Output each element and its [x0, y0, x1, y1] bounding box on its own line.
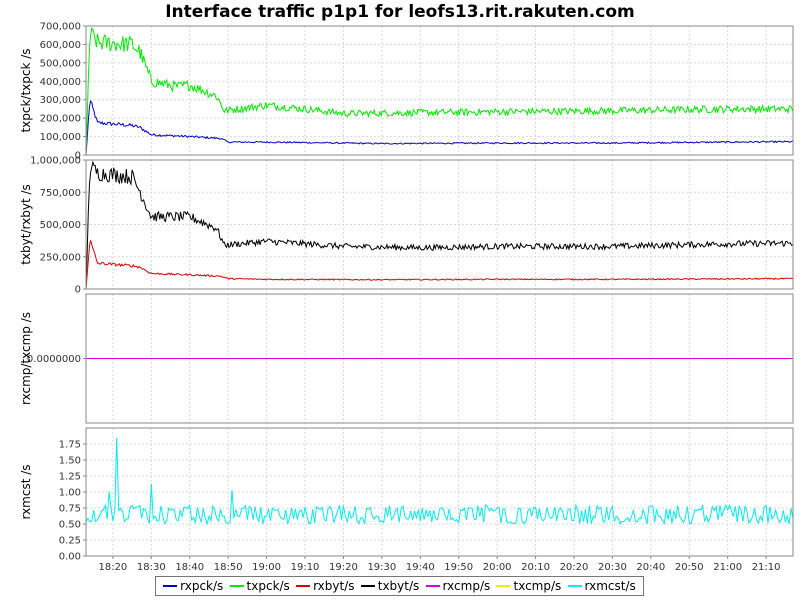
- panel-2-y-tick-label: 1,000,000: [30, 156, 81, 167]
- series-line-rxbyt: [85, 240, 793, 290]
- series-line-txbyt: [85, 160, 793, 290]
- panel-3-y-axis-label: rxcmp/txcmp /s: [19, 312, 33, 405]
- x-tick-label: 20:10: [521, 562, 550, 573]
- legend-swatch-rxpck: [163, 585, 178, 587]
- series-line-txpck: [85, 27, 794, 156]
- legend-label-rxcmp: rxcmp/s: [442, 579, 491, 593]
- panel-4-y-tick-label: 1.50: [59, 456, 81, 467]
- panel-3-frame: [85, 293, 794, 424]
- panel-4-frame: [85, 427, 794, 557]
- panel-2-y-tick-label: 500,000: [40, 220, 81, 231]
- panel-1-y-tick-label: 100,000: [40, 132, 81, 143]
- x-tick-label: 20:00: [483, 562, 512, 573]
- panel-1-frame: [85, 25, 794, 156]
- x-tick-label: 20:30: [598, 562, 627, 573]
- legend-item-txcmp: txcmp/s: [496, 579, 561, 593]
- x-tick-label: 19:10: [291, 562, 320, 573]
- legend-swatch-txcmp: [496, 585, 511, 587]
- panel-2-y-tick-label: 0: [75, 285, 81, 296]
- x-tick-label: 19:20: [329, 562, 358, 573]
- legend-label-txbyt: txbyt/s: [377, 579, 420, 593]
- panel-2-y-tick-label: 750,000: [40, 188, 81, 199]
- panel-4-y-tick-label: 0.00: [59, 552, 81, 563]
- panel-4-y-tick-label: 1.75: [59, 440, 81, 451]
- x-tick-label: 21:00: [713, 562, 742, 573]
- panel-4-y-tick-label: 1.25: [59, 472, 81, 483]
- legend-item-rxpck: rxpck/s: [163, 579, 223, 593]
- series-line-rxmcst: [85, 437, 794, 526]
- panel-2-y-tick-label: 250,000: [40, 252, 81, 263]
- panel-2-frame: [85, 159, 794, 290]
- legend-item-txbyt: txbyt/s: [360, 579, 420, 593]
- x-tick-label: 21:10: [752, 562, 781, 573]
- panel-4-y-tick-label: 0.25: [59, 536, 81, 547]
- panel-4-y-tick-label: 1.00: [59, 488, 81, 499]
- chart-canvas: 0 100,000 200,000 300,000 400,000 500,000 600,…: [19, 22, 794, 573]
- x-tick-label: 19:00: [252, 562, 281, 573]
- legend-swatch-txbyt: [360, 585, 375, 587]
- x-tick-label: 19:30: [367, 562, 396, 573]
- legend-item-rxmcst: rxmcst/s: [567, 579, 636, 593]
- legend-swatch-rxcmp: [425, 585, 440, 587]
- legend-label-rxpck: rxpck/s: [180, 579, 224, 593]
- legend-label-txcmp: txcmp/s: [513, 579, 562, 593]
- legend-swatch-txpck: [229, 585, 244, 587]
- x-tick-label: 18:20: [98, 562, 127, 573]
- panel-1-y-axis-label: txpck/txpck /s: [19, 48, 33, 132]
- x-tick-label: 19:40: [406, 562, 435, 573]
- series-line-rxpck: [85, 100, 793, 156]
- x-tick-label: 18:30: [137, 562, 166, 573]
- panel-4-y-axis-label: rxmcst /s: [19, 464, 33, 519]
- panel-2-y-axis-label: txbyt/rxbyt /s: [19, 184, 33, 265]
- legend-label-rxbyt: rxbyt/s: [313, 579, 355, 593]
- x-tick-label: 20:50: [675, 562, 704, 573]
- x-tick-label: 18:50: [214, 562, 243, 573]
- panel-1-y-tick-label: 500,000: [40, 58, 81, 69]
- legend-swatch-rxmcst: [567, 585, 582, 587]
- panel-1-plot-area: [86, 26, 793, 155]
- panel-1-y-tick-label: 400,000: [40, 77, 81, 88]
- panel-1-y-tick-label: 300,000: [40, 95, 81, 106]
- panel-1-y-tick-label: 200,000: [40, 114, 81, 125]
- x-tick-label: 18:40: [175, 562, 204, 573]
- chart-title: Interface traffic p1p1 for leofs13.rit.r…: [165, 2, 635, 22]
- panel-1-y-tick-label: 700,000: [40, 22, 81, 33]
- legend-label-txpck: txpck/s: [246, 579, 290, 593]
- legend-item-txpck: txpck/s: [229, 579, 290, 593]
- chart-legend: rxpck/s txpck/s rxbyt/s txbyt/s rxcmp/s txcmp…: [155, 576, 644, 596]
- legend-item-rxbyt: rxbyt/s: [296, 579, 355, 593]
- legend-item-rxcmp: rxcmp/s: [425, 579, 491, 593]
- x-tick-label: 20:20: [560, 562, 589, 573]
- panel-4-y-tick-label: 0.50: [59, 520, 81, 531]
- panel-4-y-tick-label: 0.75: [59, 504, 81, 515]
- legend-swatch-rxbyt: [296, 585, 311, 587]
- x-tick-label: 20:40: [636, 562, 665, 573]
- legend-label-rxmcst: rxmcst/s: [584, 579, 636, 593]
- panel-1-y-tick-label: 600,000: [40, 40, 81, 51]
- panel-3-y-tick-label: 0.0000000: [27, 354, 81, 365]
- x-tick-label: 19:50: [444, 562, 473, 573]
- panel-1-y-tick-label: 0: [75, 151, 81, 162]
